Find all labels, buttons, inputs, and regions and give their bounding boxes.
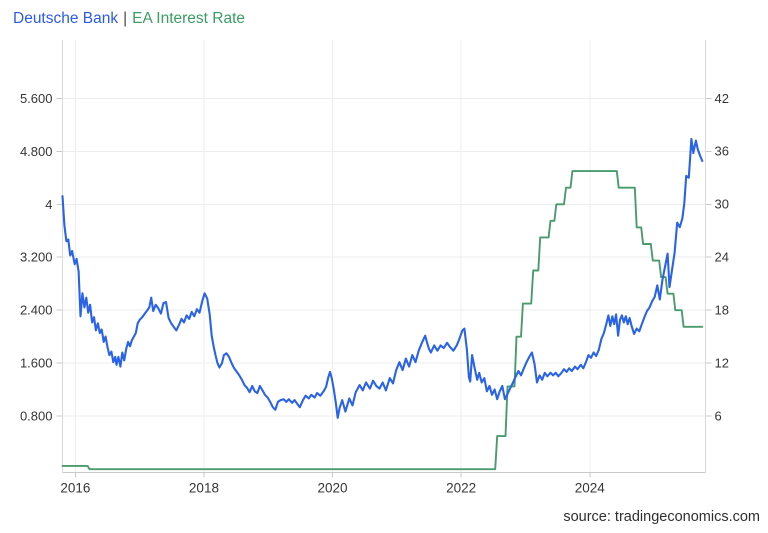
left-axis-label: 5.600 bbox=[20, 91, 53, 106]
x-axis-label: 2016 bbox=[60, 481, 90, 496]
left-axis-label: 0.800 bbox=[20, 409, 53, 424]
x-axis-label: 2022 bbox=[446, 481, 476, 496]
right-axis-label: 6 bbox=[715, 409, 722, 424]
x-axis-label: 2024 bbox=[575, 481, 606, 496]
left-axis-label: 3.200 bbox=[20, 250, 53, 265]
source-attribution: source: tradingeconomics.com bbox=[563, 509, 760, 525]
left-axis-label: 4 bbox=[45, 197, 52, 212]
x-axis-label: 2020 bbox=[318, 481, 348, 496]
right-axis-label: 24 bbox=[715, 250, 729, 265]
right-axis-label: 30 bbox=[715, 197, 729, 212]
left-axis-label: 1.600 bbox=[20, 356, 53, 371]
title-series-deutsche-bank: Deutsche Bank bbox=[13, 10, 119, 27]
x-axis-label: 2018 bbox=[189, 481, 219, 496]
plot-area[interactable] bbox=[63, 40, 706, 473]
right-axis-label: 12 bbox=[715, 356, 729, 371]
left-axis-label: 4.800 bbox=[20, 144, 53, 159]
deutsche-bank-line bbox=[61, 137, 704, 419]
title-separator: | bbox=[123, 10, 128, 27]
left-axis-label: 2.400 bbox=[20, 303, 53, 318]
title-series-ea-interest-rate: EA Interest Rate bbox=[132, 10, 246, 27]
chart-title: Deutsche Bank | EA Interest Rate bbox=[13, 10, 245, 28]
right-axis-label: 42 bbox=[715, 91, 729, 106]
right-axis-label: 18 bbox=[715, 303, 729, 318]
right-axis-label: 36 bbox=[715, 144, 729, 159]
